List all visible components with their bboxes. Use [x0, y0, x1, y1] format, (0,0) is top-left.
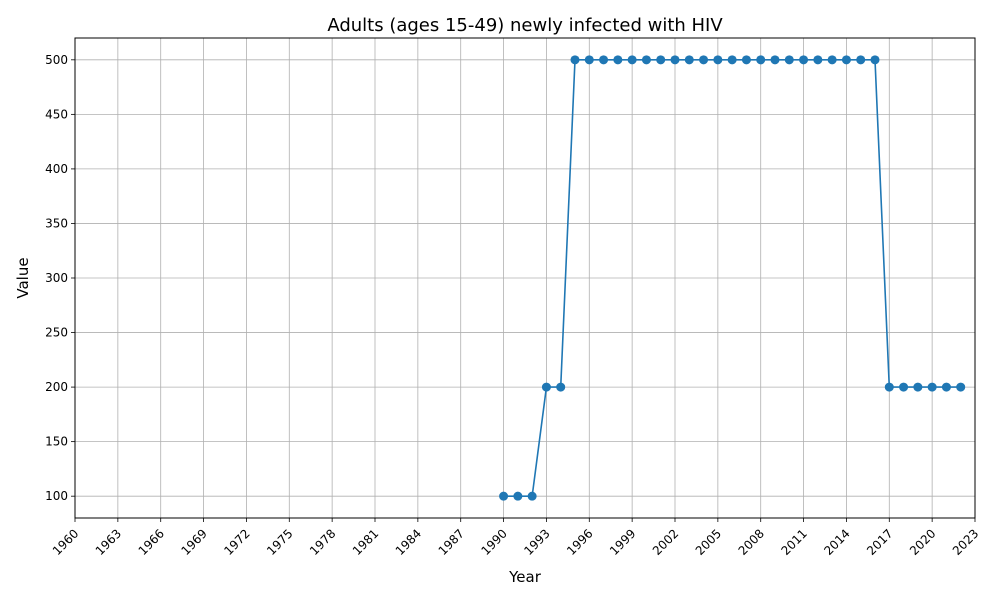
y-tick-label: 200	[45, 380, 68, 394]
data-point	[870, 55, 880, 65]
data-point	[741, 55, 751, 65]
data-point	[813, 55, 823, 65]
data-point	[627, 55, 637, 65]
data-point	[913, 382, 923, 392]
y-tick-label: 250	[45, 326, 68, 340]
y-tick-label: 300	[45, 271, 68, 285]
x-axis-label: Year	[508, 568, 542, 586]
data-point	[941, 382, 951, 392]
data-point	[956, 382, 966, 392]
data-point	[599, 55, 609, 65]
data-point	[684, 55, 694, 65]
data-point	[799, 55, 809, 65]
y-tick-label: 450	[45, 107, 68, 121]
data-point	[784, 55, 794, 65]
data-point	[641, 55, 651, 65]
data-point	[727, 55, 737, 65]
data-point	[527, 491, 537, 501]
data-point	[613, 55, 623, 65]
data-point	[584, 55, 594, 65]
y-tick-label: 400	[45, 162, 68, 176]
data-point	[556, 382, 566, 392]
data-point	[499, 491, 509, 501]
data-point	[856, 55, 866, 65]
data-point	[770, 55, 780, 65]
data-point	[884, 382, 894, 392]
data-point	[756, 55, 766, 65]
data-point	[899, 382, 909, 392]
data-point	[570, 55, 580, 65]
data-point	[841, 55, 851, 65]
y-tick-label: 500	[45, 53, 68, 67]
y-axis-label: Value	[14, 257, 32, 298]
data-point	[699, 55, 709, 65]
chart-title: Adults (ages 15-49) newly infected with …	[327, 15, 723, 36]
y-tick-label: 150	[45, 435, 68, 449]
data-point	[656, 55, 666, 65]
data-point	[513, 491, 523, 501]
data-point	[927, 382, 937, 392]
data-point	[713, 55, 723, 65]
y-tick-label: 100	[45, 489, 68, 503]
data-point	[827, 55, 837, 65]
data-point	[541, 382, 551, 392]
series	[499, 55, 966, 501]
y-tick-label: 350	[45, 216, 68, 230]
data-point	[670, 55, 680, 65]
grid-lines	[74, 38, 976, 518]
